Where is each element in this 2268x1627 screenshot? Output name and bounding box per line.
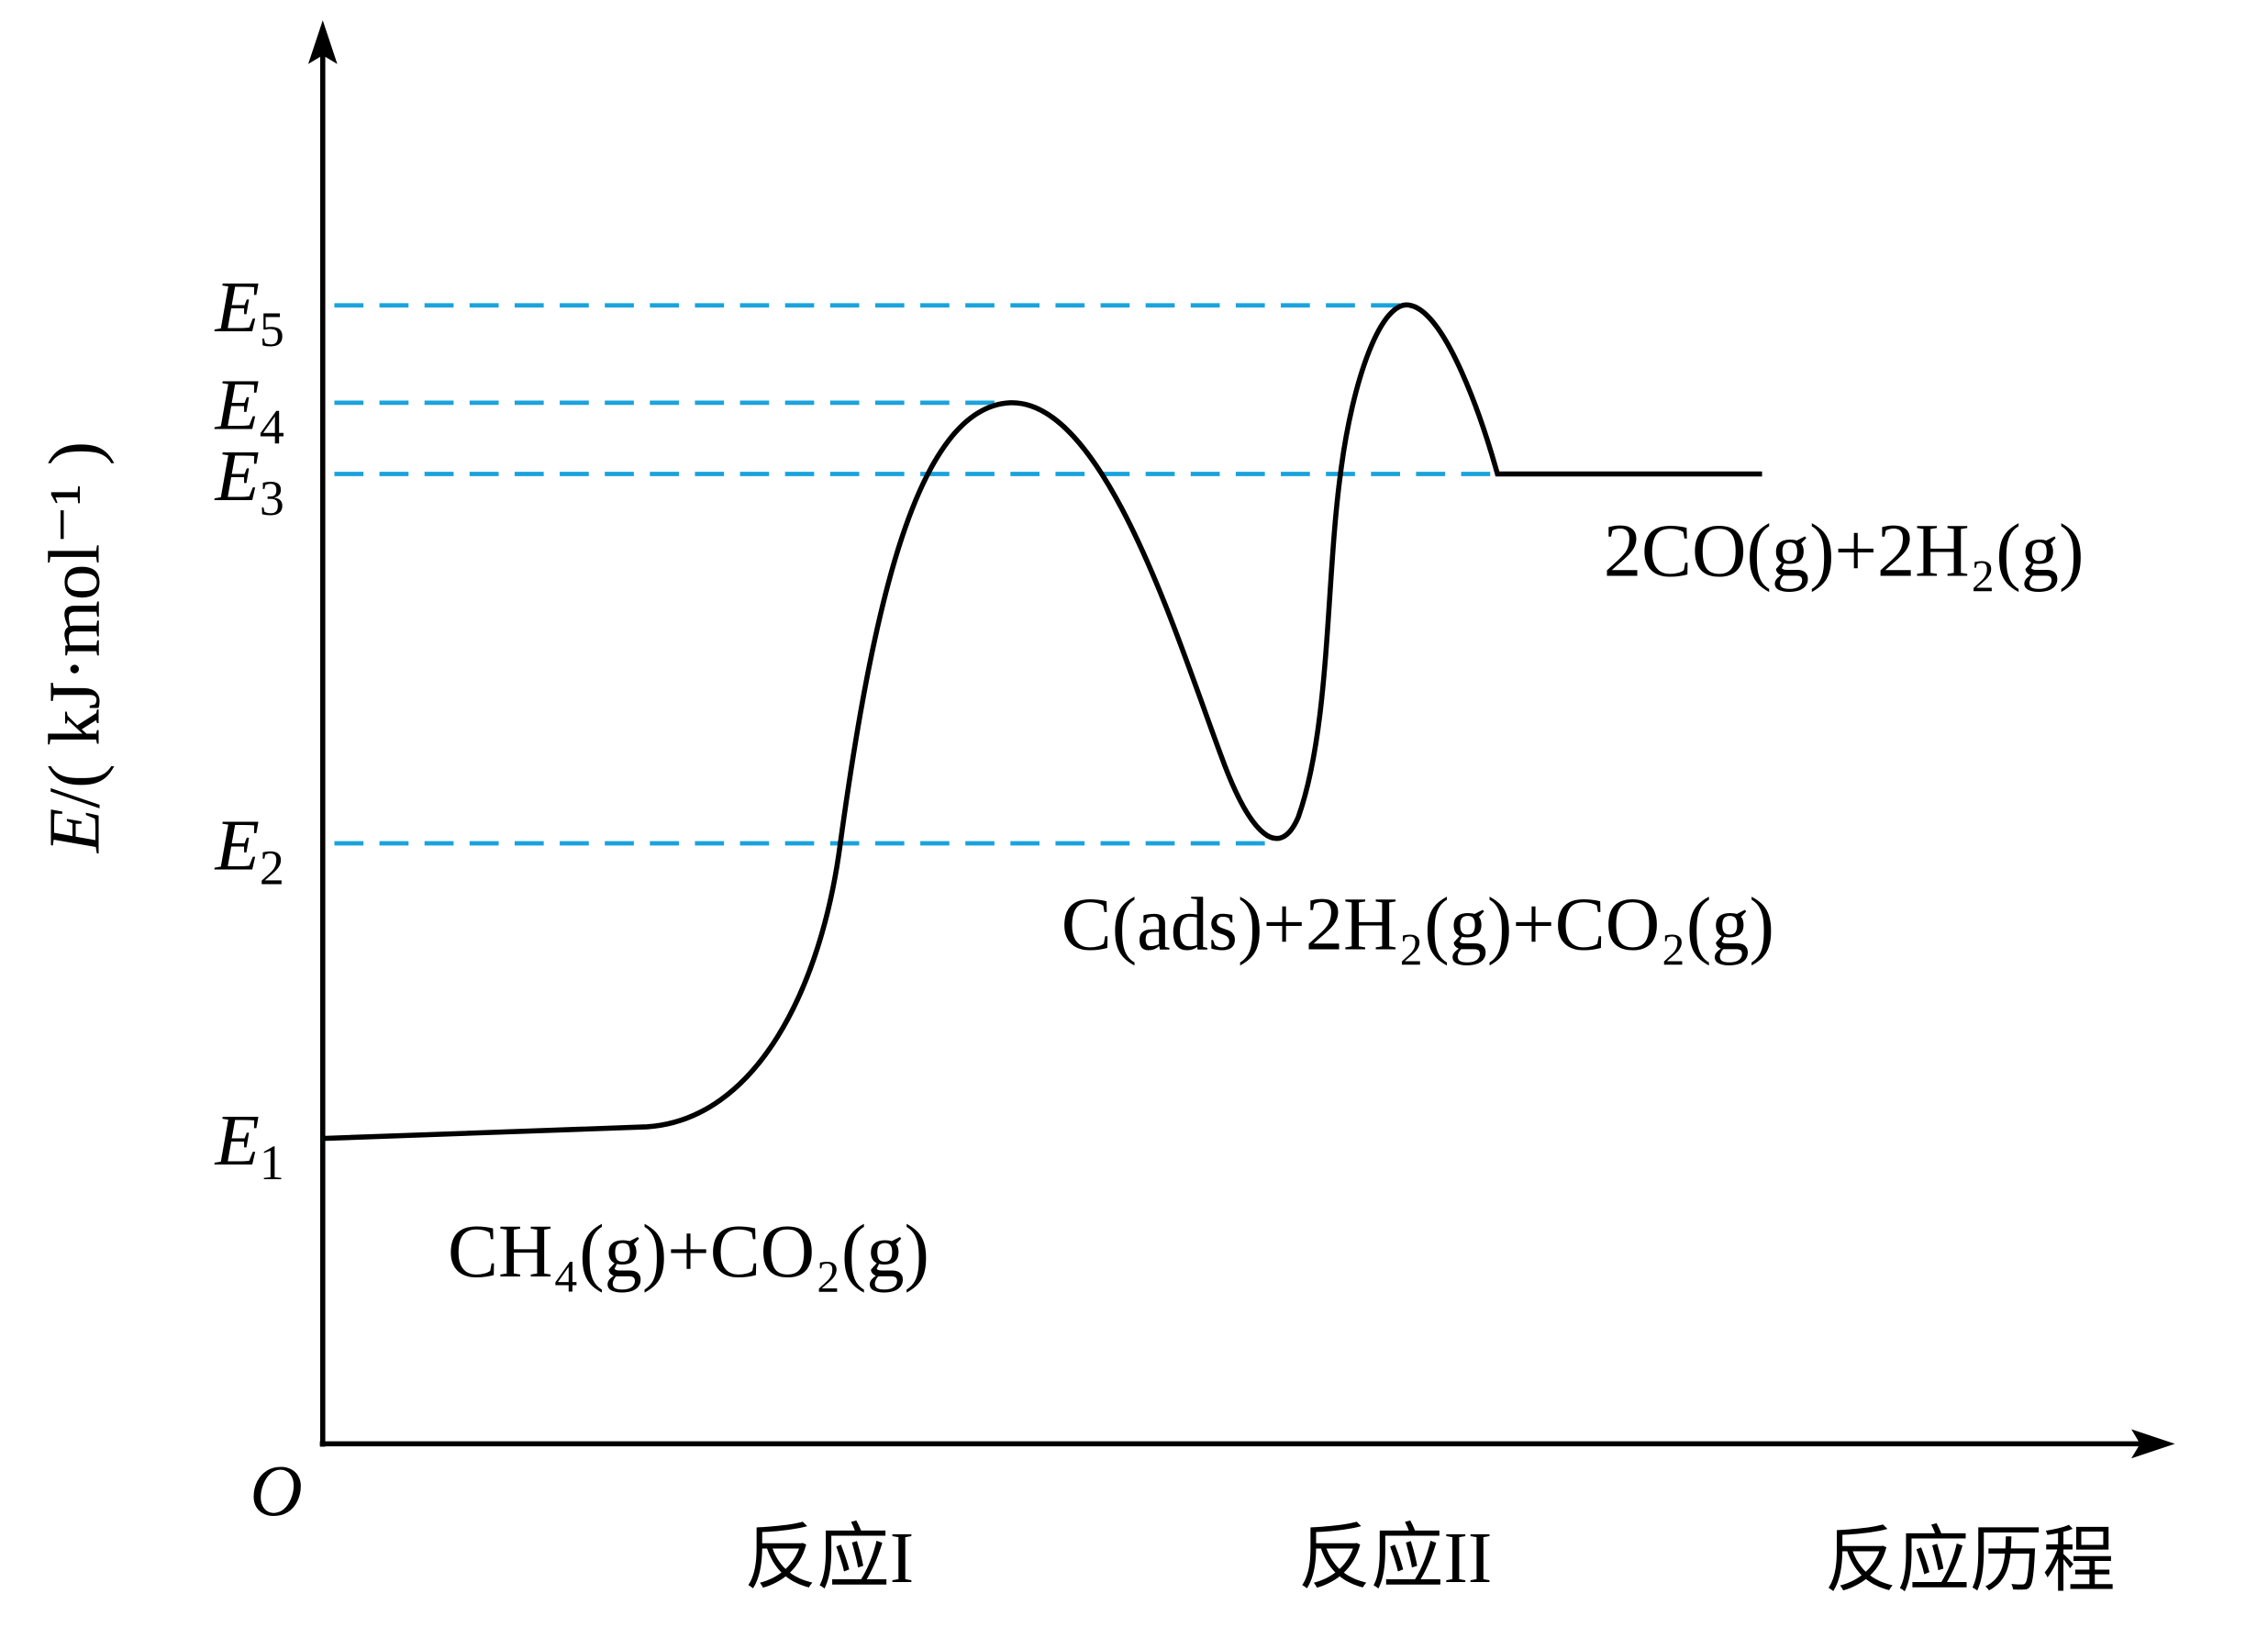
level-label: E1 xyxy=(215,1100,284,1190)
level-subscript: 1 xyxy=(260,1135,284,1190)
level-symbol: E xyxy=(215,806,260,886)
species-label: CH₄(g)+CO₂(g) xyxy=(448,1209,929,1293)
x-label: 反应II xyxy=(1298,1518,1492,1599)
origin-label: O xyxy=(250,1451,303,1532)
level-label: E4 xyxy=(215,364,284,454)
y-axis-label: E/( kJ·mol⁻¹ ) xyxy=(35,441,116,853)
level-label: E5 xyxy=(215,267,284,357)
level-symbol: E xyxy=(215,267,260,348)
level-subscript: 4 xyxy=(260,399,284,454)
level-symbol: E xyxy=(215,436,260,517)
level-subscript: 3 xyxy=(260,471,284,526)
y-arrow xyxy=(307,20,338,64)
level-label: E2 xyxy=(215,806,284,896)
species-label: C(ads)+2H₂(g)+CO₂(g) xyxy=(1062,883,1774,966)
level-symbol: E xyxy=(215,1100,260,1181)
x-arrow xyxy=(2131,1429,2175,1459)
y-axis-unit: /( kJ·mol⁻¹ ) xyxy=(35,441,116,808)
species-label: 2CO(g)+2H₂(g) xyxy=(1604,508,2085,592)
x-label: 反应历程 xyxy=(1825,1521,2116,1601)
axes xyxy=(319,43,2152,1447)
level-symbol: E xyxy=(215,364,260,445)
x-label: 反应I xyxy=(744,1518,914,1599)
level-subscript: 2 xyxy=(260,840,284,895)
level-label: E3 xyxy=(215,436,284,526)
level-subscript: 5 xyxy=(260,302,284,357)
y-axis-symbol: E xyxy=(35,808,116,853)
energy-curve xyxy=(322,302,1762,1142)
